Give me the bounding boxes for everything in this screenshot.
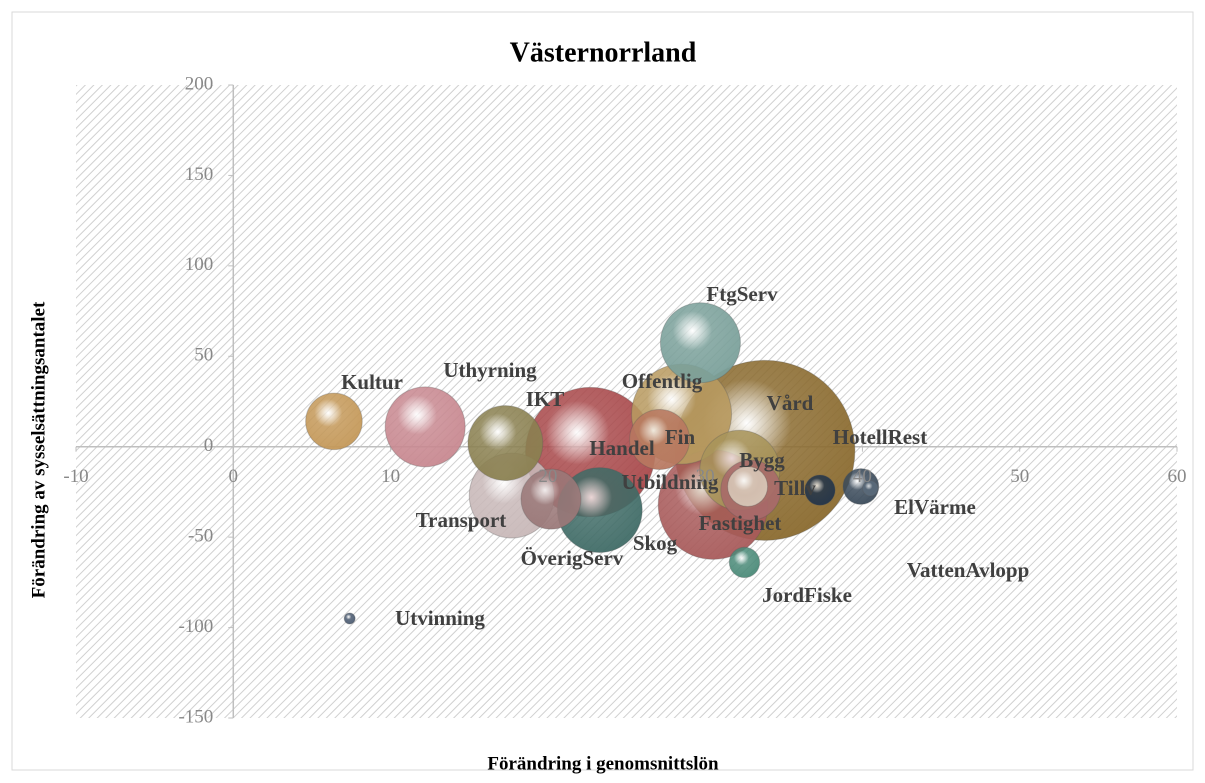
- bubble-label: JordFiske: [762, 583, 852, 607]
- y-tick-label: 100: [185, 254, 214, 275]
- bubble-label: Bygg: [739, 448, 785, 472]
- bubble: [728, 546, 761, 579]
- bubble-label: Handel: [589, 436, 655, 460]
- bubble: [629, 408, 691, 470]
- y-tick-label: -150: [178, 706, 213, 727]
- bubble: [727, 466, 769, 508]
- bubble: [384, 386, 466, 468]
- bubble-label: Utbildning: [622, 470, 719, 494]
- y-tick-label: 0: [204, 435, 214, 456]
- x-tick-label: 0: [229, 466, 239, 487]
- bubble-label: HotellRest: [833, 425, 927, 449]
- bubble-label: Tillv: [774, 476, 816, 500]
- bubble-label: Skog: [633, 531, 678, 555]
- bubble: [659, 302, 741, 384]
- bubble-label: Fastighet: [699, 511, 782, 535]
- bubble-label: VattenAvlopp: [907, 558, 1030, 582]
- bubble-label: Offentlig: [622, 369, 703, 393]
- y-tick-label: 150: [185, 164, 214, 185]
- bubble: [862, 480, 879, 497]
- bubble: [305, 392, 363, 451]
- bubble-label: Utvinning: [395, 606, 485, 630]
- bubble-label: Transport: [416, 508, 507, 532]
- bubble-label: Vård: [767, 391, 814, 415]
- marks: [75, 84, 1178, 719]
- x-tick-label: 40: [853, 466, 872, 487]
- bubble: [467, 405, 544, 482]
- bubble: [343, 612, 356, 625]
- y-tick-label: 50: [194, 345, 213, 366]
- x-tick-label: -10: [63, 466, 88, 487]
- x-tick-label: 50: [1010, 466, 1029, 487]
- bubble: [804, 474, 836, 506]
- bubble-label: ÖverigServ: [521, 546, 624, 570]
- y-tick-label: -100: [178, 616, 213, 637]
- y-tick-label: -50: [188, 526, 213, 547]
- bubble-label: Fin: [665, 425, 696, 449]
- x-axis-title: Förändring i genomsnittslön: [487, 753, 719, 774]
- chart-title: Västernorrland: [510, 37, 697, 68]
- labels: Vård Handel Fastighet Offentlig Skog Transpor…: [341, 282, 1029, 630]
- x-tick-label: 60: [1168, 466, 1187, 487]
- bubble-label: IKT: [526, 387, 565, 411]
- bubble-label: Kultur: [341, 370, 403, 394]
- x-tick-label: 10: [381, 466, 400, 487]
- x-tick-label: 30: [696, 466, 715, 487]
- y-axis-title: Förändring av sysselsättningsantalet: [28, 301, 49, 598]
- bubble-label: ElVärme: [894, 495, 976, 519]
- bubble-label: Uthyrning: [443, 358, 537, 382]
- x-tick-label: 20: [538, 466, 557, 487]
- y-tick-label: 200: [185, 73, 214, 94]
- bubble: [520, 468, 582, 530]
- bubble-label: FtgServ: [706, 282, 778, 306]
